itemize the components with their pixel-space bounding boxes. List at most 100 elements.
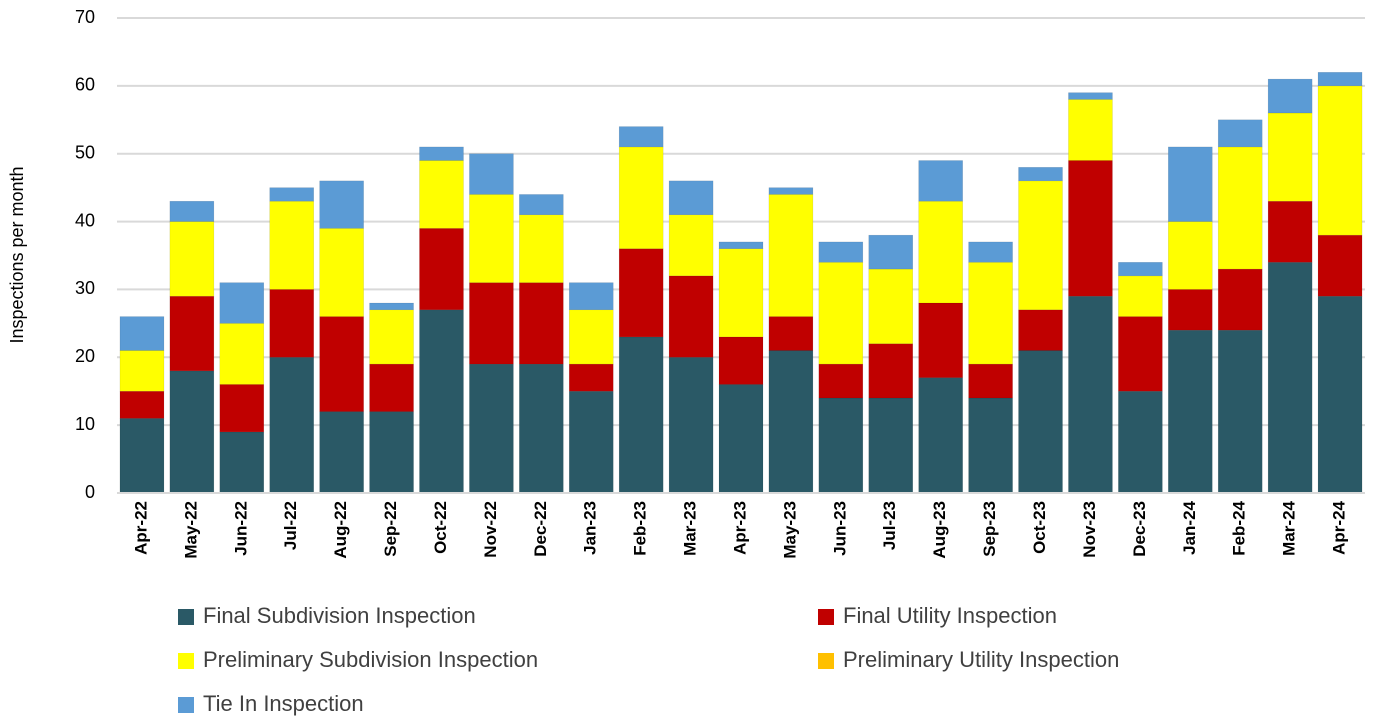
bar-segment [968, 397, 1013, 494]
legend-label: Final Utility Inspection [843, 603, 1057, 628]
x-tick-label: Oct-22 [431, 501, 450, 554]
bar-segment [618, 146, 664, 249]
bar-segment [169, 221, 215, 297]
bar-segment [319, 316, 364, 412]
bar-segment [918, 200, 963, 304]
bar-segment [1018, 309, 1063, 351]
y-tick-label: 10 [75, 414, 95, 434]
legend-label: Final Subdivision Inspection [203, 603, 476, 628]
bar-segment [768, 316, 814, 351]
x-tick-label: Jan-24 [1180, 500, 1199, 554]
bar-segment [519, 282, 564, 365]
x-tick-label: Dec-22 [531, 501, 550, 557]
bar-segment [419, 146, 464, 161]
bar-segment [319, 228, 364, 317]
x-tick-label: Aug-23 [930, 501, 949, 559]
bar-segment [568, 282, 614, 311]
legend-label: Preliminary Subdivision Inspection [203, 647, 538, 672]
bar-segment [419, 309, 464, 494]
bar-segment [618, 248, 664, 338]
bar-segment [618, 126, 664, 148]
bar-segment [219, 323, 265, 385]
bar-segment [369, 309, 414, 365]
bar-segment [1267, 112, 1313, 202]
x-tick-label: Apr-22 [131, 501, 150, 555]
bar-segment [918, 377, 963, 494]
bar-segment [269, 187, 314, 202]
x-tick-label: Feb-24 [1230, 500, 1249, 555]
bar-segment [1168, 146, 1213, 222]
bar-segment [219, 431, 265, 494]
bar-segment [868, 268, 914, 344]
bar-segment [1068, 295, 1113, 494]
x-tick-label: Jul-22 [281, 501, 300, 550]
bar-segment [668, 357, 714, 494]
bar-segment [1068, 160, 1113, 297]
bar-segment [918, 160, 963, 202]
bar-segment [718, 248, 764, 338]
y-tick-label: 50 [75, 142, 95, 162]
x-tick-label: Mar-23 [681, 501, 700, 556]
y-tick-label: 30 [75, 278, 95, 298]
bar-segment [119, 390, 165, 419]
bar-segment [568, 363, 614, 392]
bar-segment [419, 160, 464, 229]
bar-segment [718, 336, 764, 385]
bar-segment [918, 302, 963, 378]
bar-segment [868, 397, 914, 494]
bar-segment [219, 282, 265, 324]
bar-segment [1217, 329, 1263, 494]
bar-segment [618, 336, 664, 494]
x-tick-label: May-22 [181, 501, 200, 559]
legend-label: Preliminary Utility Inspection [843, 647, 1119, 672]
bar-segment [1317, 85, 1363, 236]
x-tick-label: Dec-23 [1130, 501, 1149, 557]
x-tick-label: Mar-24 [1280, 500, 1299, 555]
bar-segment [1217, 119, 1263, 148]
bar-segment [469, 194, 514, 283]
y-tick-label: 20 [75, 346, 95, 366]
bar-segment [968, 241, 1013, 263]
x-tick-label: Feb-23 [631, 501, 650, 556]
bar-segment [668, 214, 714, 277]
bar-segment [519, 214, 564, 283]
y-axis-label: Inspections per month [7, 166, 27, 343]
legend-swatch [178, 697, 194, 713]
bar-segment [668, 180, 714, 216]
bar-segment [319, 180, 364, 229]
bar-segment [1018, 167, 1063, 182]
x-tick-label: Jul-23 [880, 501, 899, 550]
bar-segment [269, 289, 314, 358]
bar-segment [469, 282, 514, 365]
bar-segment [668, 275, 714, 358]
bar-segment [1118, 390, 1163, 494]
bar-segment [1267, 78, 1313, 114]
bar-segment [369, 363, 414, 412]
bar-segment [1317, 295, 1363, 494]
bar-segment [1217, 146, 1263, 270]
bar-segment [868, 343, 914, 399]
bar-segment [369, 302, 414, 311]
y-tick-label: 70 [75, 7, 95, 27]
bar-segment [718, 384, 764, 494]
y-tick-label: 60 [75, 75, 95, 95]
bar-segment [469, 363, 514, 494]
bar-segment [1018, 350, 1063, 494]
y-tick-label: 0 [85, 482, 95, 502]
bar-segment [1267, 262, 1313, 494]
bar-segment [1267, 200, 1313, 263]
x-tick-label: Apr-24 [1330, 500, 1349, 554]
bar-segment [269, 357, 314, 494]
x-tick-label: Sep-23 [980, 501, 999, 557]
legend-label: Tie In Inspection [203, 691, 364, 716]
x-tick-label: Nov-23 [1080, 501, 1099, 558]
bar-segment [568, 309, 614, 365]
bar-segment [818, 262, 864, 365]
bar-segment [1118, 316, 1163, 392]
bar-segment [818, 241, 864, 263]
bar-segment [1118, 262, 1163, 277]
bar-segment [169, 370, 215, 494]
x-tick-label: May-23 [780, 501, 799, 559]
